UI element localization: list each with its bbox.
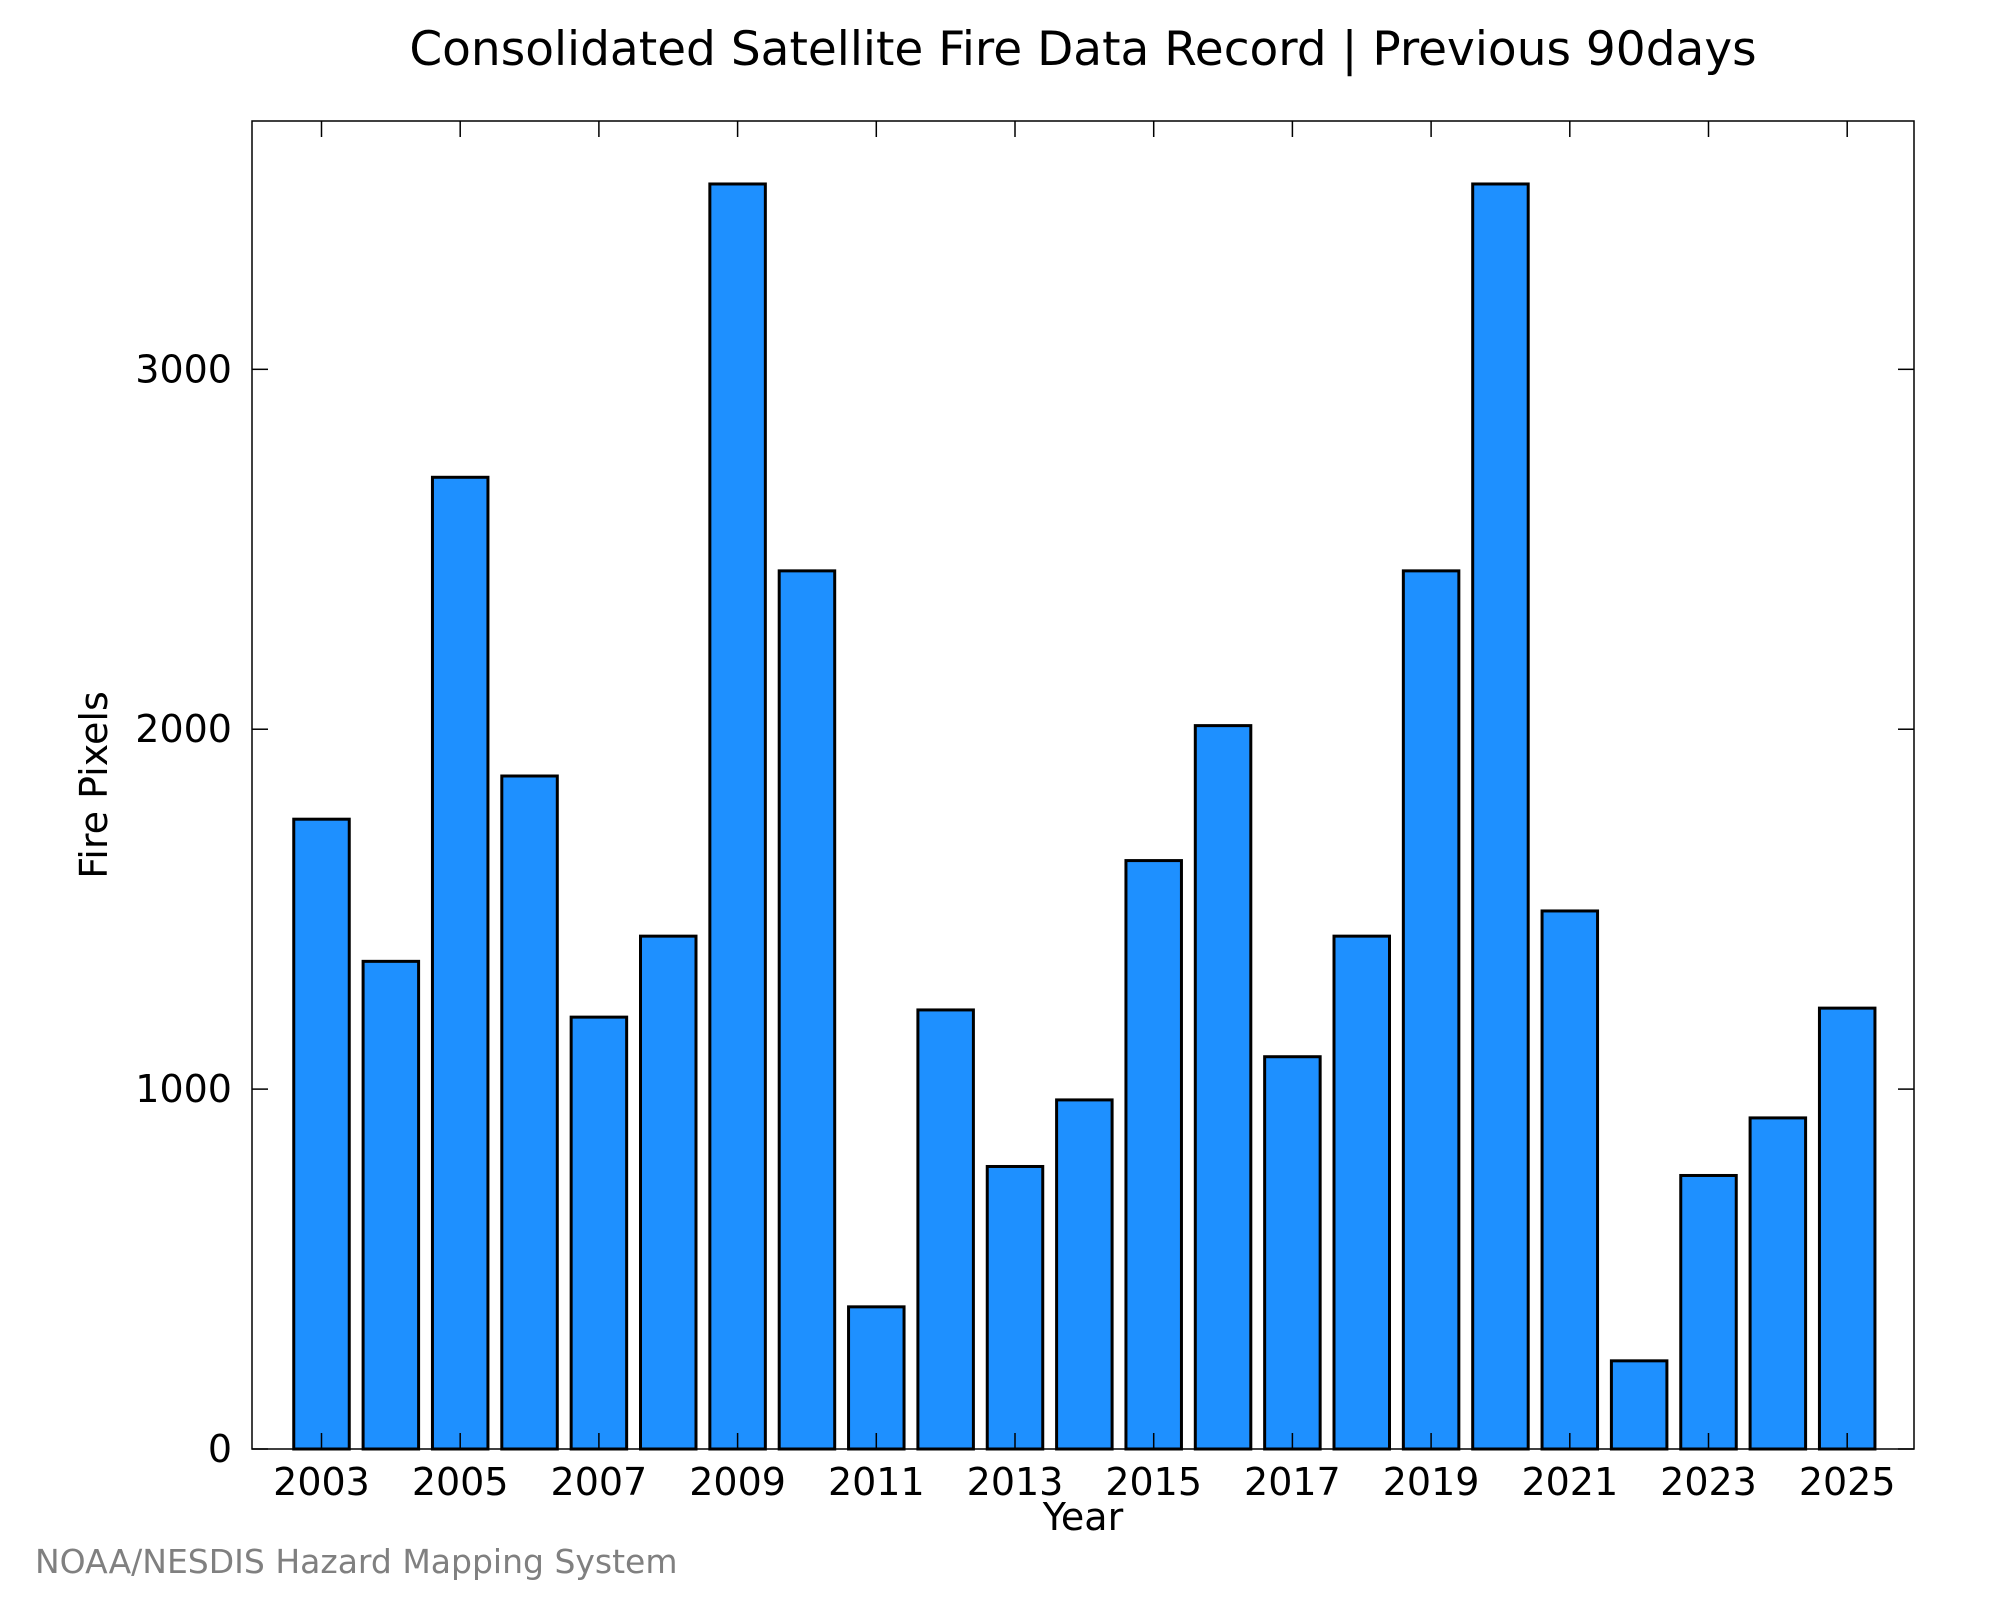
y-axis-label: Fire Pixels <box>72 691 116 879</box>
bar-2022 <box>1609 1359 1669 1451</box>
bar-2013 <box>985 1164 1045 1451</box>
bar-2012 <box>916 1008 975 1451</box>
x-tick-label-2021: 2021 <box>1521 1460 1618 1504</box>
bar-2008 <box>639 934 698 1451</box>
plot-frame <box>251 120 1915 1450</box>
x-tick-label-2013: 2013 <box>967 1460 1064 1504</box>
x-axis-label: Year <box>1042 1495 1124 1539</box>
x-tick-label-2025: 2025 <box>1799 1460 1896 1504</box>
y-tick-label-1000: 1000 <box>135 1067 232 1111</box>
ticks-group <box>252 121 1914 1450</box>
bar-2009 <box>708 182 767 1451</box>
y-tick-label-3000: 3000 <box>135 347 232 391</box>
bar-2021 <box>1540 909 1600 1451</box>
bar-2014 <box>1055 1098 1114 1451</box>
x-tick-label-2023: 2023 <box>1660 1460 1757 1504</box>
bar-2005 <box>430 475 490 1451</box>
x-tick-label-2011: 2011 <box>828 1460 925 1504</box>
x-tick-label-2003: 2003 <box>273 1460 370 1504</box>
credit-text: NOAA/NESDIS Hazard Mapping System <box>35 1542 678 1581</box>
chart-title: Consolidated Satellite Fire Data Record … <box>409 22 1756 77</box>
x-tick-label-2017: 2017 <box>1244 1460 1341 1504</box>
bar-2023 <box>1679 1173 1738 1451</box>
bar-2016 <box>1193 724 1253 1451</box>
bar-2025 <box>1817 1006 1877 1451</box>
bars-group <box>292 182 1877 1451</box>
x-tick-label-2005: 2005 <box>412 1460 509 1504</box>
bar-2004 <box>361 959 421 1451</box>
bar-2006 <box>500 774 559 1451</box>
bar-2020 <box>1471 182 1530 1451</box>
y-tick-labels: 0 1000 2000 3000 <box>135 347 232 1471</box>
y-tick-label-0: 0 <box>208 1427 232 1471</box>
bar-2003 <box>292 817 351 1451</box>
bar-2015 <box>1124 859 1183 1451</box>
bar-2010 <box>777 569 837 1451</box>
x-tick-label-2009: 2009 <box>689 1460 786 1504</box>
bar-2011 <box>847 1305 906 1451</box>
x-tick-label-2019: 2019 <box>1383 1460 1480 1504</box>
x-tick-label-2015: 2015 <box>1105 1460 1202 1504</box>
y-tick-label-2000: 2000 <box>135 707 232 751</box>
bar-2017 <box>1263 1055 1322 1451</box>
bar-2019 <box>1401 569 1461 1451</box>
bar-2018 <box>1332 934 1391 1451</box>
bar-2024 <box>1748 1116 1808 1451</box>
x-tick-label-2007: 2007 <box>551 1460 648 1504</box>
bar-2007 <box>569 1015 629 1451</box>
x-tick-labels: 2003 2005 2007 2009 2011 2013 2015 2017 2019 2021… <box>273 1460 1895 1504</box>
